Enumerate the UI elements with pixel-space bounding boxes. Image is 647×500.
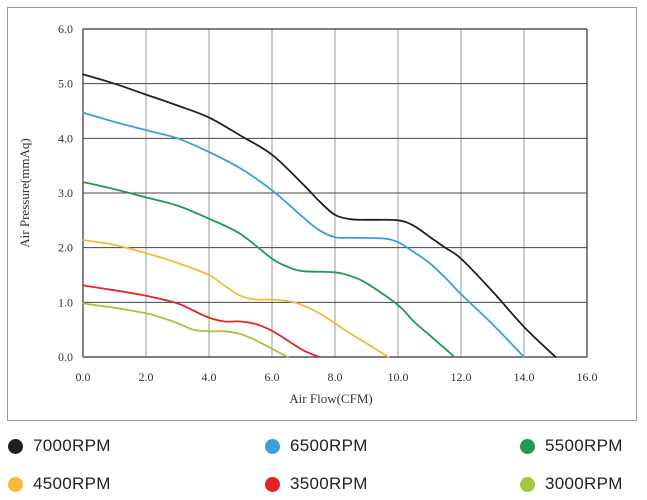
y-tick-label: 0.0: [58, 350, 73, 364]
y-tick-label: 3.0: [58, 186, 73, 200]
series-line-7000rpm: [82, 73, 557, 358]
legend-label: 3500RPM: [290, 474, 368, 493]
tick-labels: 0.0 2.0 4.0 6.0 8.0 10.0 12.0 14.0 16.0 0.0 1.0 2.0…: [58, 22, 598, 384]
x-tick-label: 8.0: [328, 370, 343, 384]
legend-item-3000rpm: 3000RPM: [520, 474, 623, 494]
series-line-5500rpm: [82, 181, 456, 358]
x-tick-label: 16.0: [577, 370, 598, 384]
y-tick-label: 4.0: [58, 131, 73, 145]
y-tick-label: 6.0: [58, 22, 73, 36]
legend-label: 4500RPM: [33, 474, 111, 493]
legend-label: 3000RPM: [545, 474, 623, 493]
grid: [82, 28, 588, 358]
x-tick-label: 0.0: [76, 370, 91, 384]
legend-item-4500rpm: 4500RPM: [8, 474, 111, 494]
series-line-4500rpm: [82, 239, 390, 358]
legend-dot-icon: [8, 438, 23, 454]
legend-item-3500rpm: 3500RPM: [265, 474, 368, 494]
legend-dot-icon: [520, 438, 535, 454]
curves: [82, 73, 557, 358]
legend-item-7000rpm: 7000RPM: [8, 436, 111, 456]
y-tick-label: 2.0: [58, 241, 73, 255]
y-axis-label: Air Pressure(mmAq): [17, 138, 32, 247]
series-line-6500rpm: [82, 111, 525, 358]
legend-dot-icon: [265, 476, 280, 492]
x-tick-label: 14.0: [514, 370, 535, 384]
series-line-3500rpm: [82, 284, 321, 358]
x-tick-label: 6.0: [265, 370, 280, 384]
legend-dot-icon: [265, 438, 280, 454]
series-line-3000rpm: [82, 302, 289, 358]
x-tick-label: 10.0: [388, 370, 409, 384]
y-tick-label: 5.0: [58, 77, 73, 91]
legend-label: 7000RPM: [33, 436, 111, 455]
x-tick-label: 2.0: [139, 370, 154, 384]
y-tick-label: 1.0: [58, 295, 73, 309]
x-tick-label: 12.0: [451, 370, 472, 384]
x-tick-label: 4.0: [202, 370, 217, 384]
legend-label: 5500RPM: [545, 436, 623, 455]
fan-performance-chart: 0.0 2.0 4.0 6.0 8.0 10.0 12.0 14.0 16.0 0.0 1.0 2.0…: [17, 22, 598, 406]
legend-item-6500rpm: 6500RPM: [265, 436, 368, 456]
legend-dot-icon: [520, 476, 535, 492]
legend-item-5500rpm: 5500RPM: [520, 436, 623, 456]
x-axis-label: Air Flow(CFM): [289, 391, 372, 406]
legend-label: 6500RPM: [290, 436, 368, 455]
chart-frame: [7, 7, 637, 421]
legend-dot-icon: [8, 476, 23, 492]
